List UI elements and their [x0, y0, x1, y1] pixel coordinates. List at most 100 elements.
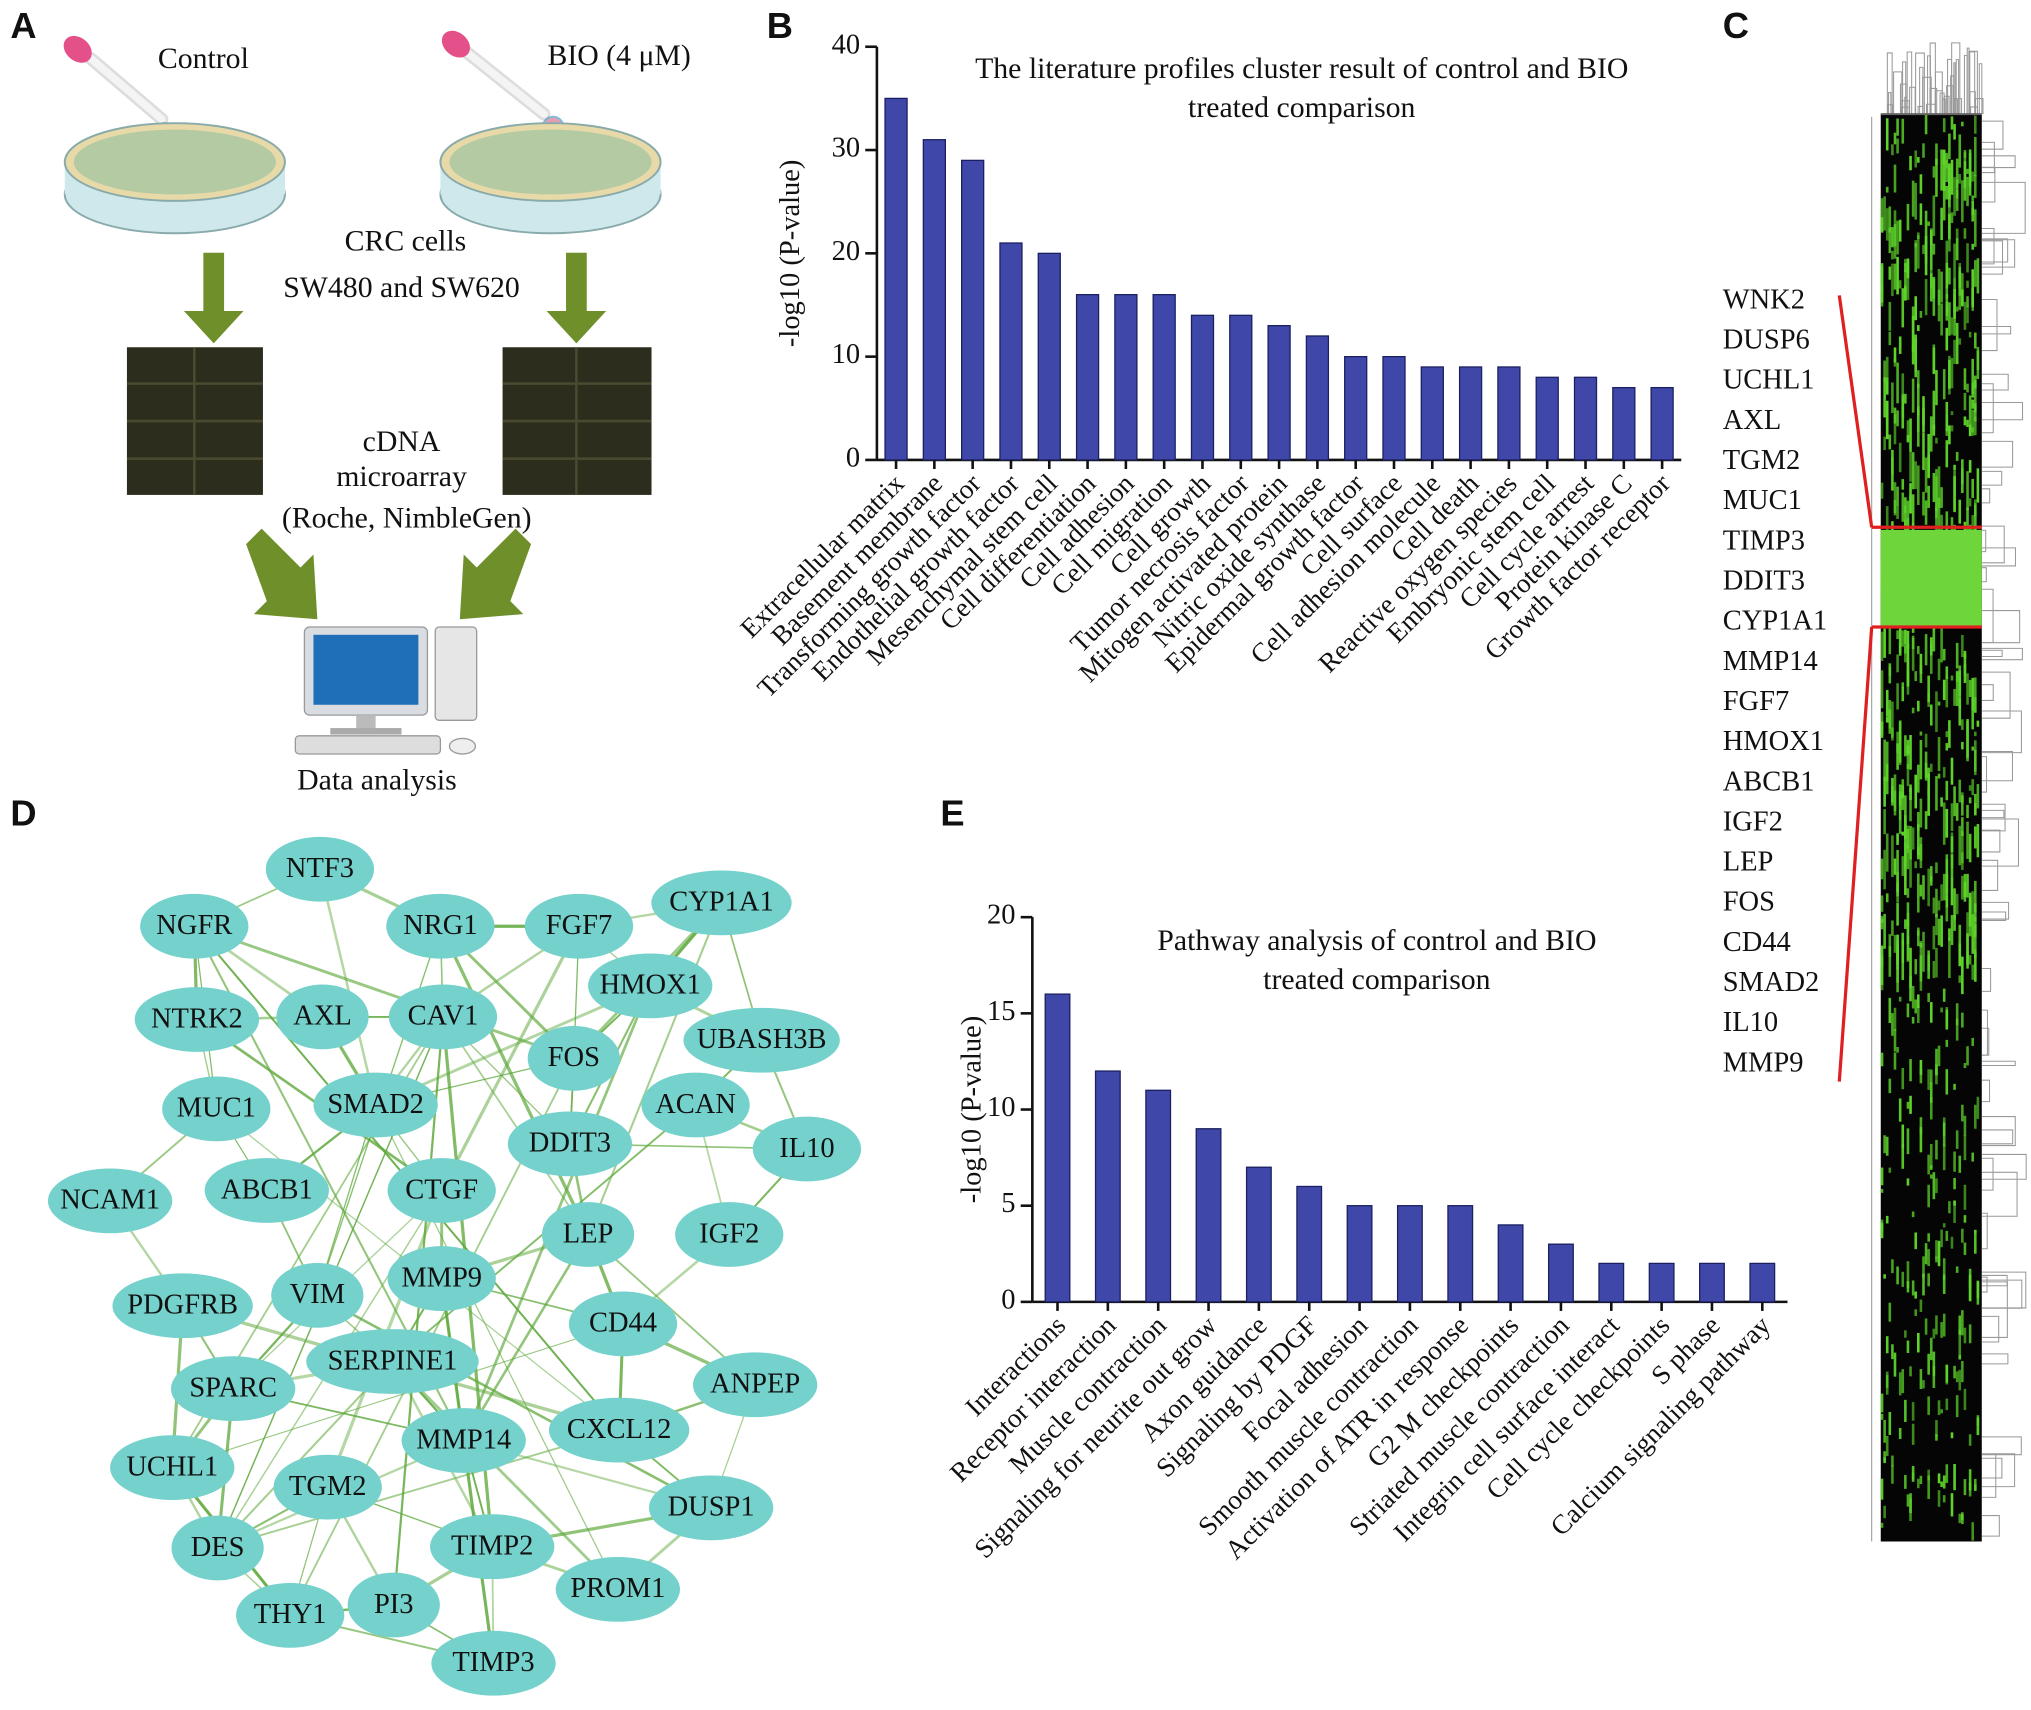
- heatmap-cell: [1974, 1230, 1977, 1254]
- chart-title: treated comparison: [1188, 91, 1416, 124]
- heatmap-cell: [1955, 1003, 1959, 1026]
- heatmap-cell: [1883, 1135, 1886, 1154]
- heatmap-cell: [1976, 258, 1980, 294]
- node-label: TIMP3: [452, 1647, 534, 1678]
- node-shape: [641, 1072, 750, 1138]
- bar: [1296, 1185, 1323, 1303]
- heatmap-cell: [1911, 985, 1915, 1009]
- heatmap-cell: [1901, 856, 1905, 876]
- y-tick-label: 10: [987, 1092, 1015, 1123]
- heatmap-cell: [1953, 476, 1956, 513]
- heatmap-cell: [1896, 220, 1899, 255]
- heatmap-cell: [1963, 650, 1967, 683]
- dendrogram-branch: [1981, 1079, 1991, 1103]
- heatmap-cell: [1935, 143, 1938, 165]
- heatmap-cell: [1917, 1478, 1920, 1489]
- heatmap-cell: [1888, 1302, 1892, 1322]
- dendrogram-branch: [1981, 1436, 2022, 1456]
- heatmap-cell: [1940, 1322, 1943, 1338]
- heatmap-cell: [1883, 739, 1886, 781]
- heatmap-cell: [1971, 698, 1975, 730]
- heatmap-cell: [1901, 1369, 1905, 1394]
- heatmap-cell: [1945, 780, 1949, 801]
- heatmap-cell: [1896, 833, 1899, 845]
- heatmap-cell: [1966, 243, 1969, 273]
- heatmap-cell: [1880, 858, 1884, 880]
- dendrogram-branch: [1981, 1116, 2016, 1147]
- heatmap-cell: [1880, 631, 1884, 661]
- dendrogram: [1871, 42, 2027, 1542]
- node-shape: [651, 870, 792, 936]
- heatmap-cell: [1955, 642, 1959, 669]
- y-tick-label: 20: [987, 900, 1015, 931]
- panel-label: E: [940, 793, 964, 834]
- dendrogram-branch: [1981, 1279, 2023, 1309]
- heatmap-cell: [1888, 227, 1892, 254]
- network-node: TIMP3: [431, 1630, 556, 1696]
- heatmap-cell: [1958, 670, 1962, 697]
- network-node: DES: [171, 1515, 264, 1581]
- heatmap-cell: [1922, 1380, 1925, 1389]
- network-node: CAV1: [388, 984, 498, 1050]
- heatmap-cell: [1935, 888, 1938, 918]
- dendrogram-branch: [1981, 684, 1994, 701]
- y-tick-label: 10: [832, 339, 860, 370]
- heatmap-cell: [1922, 931, 1925, 972]
- heatmap-cell: [1891, 250, 1894, 260]
- heatmap-cell: [1896, 872, 1899, 903]
- dendrogram-branch: [1981, 240, 2004, 275]
- heatmap-cell: [1932, 195, 1936, 236]
- heatmap-cell: [1906, 500, 1910, 539]
- heatmap-cell: [1976, 346, 1980, 371]
- heatmap-cell: [1953, 124, 1956, 140]
- network-edge: [172, 1323, 624, 1469]
- heatmap-cell: [1963, 368, 1967, 390]
- heatmap-cell: [1963, 1184, 1967, 1210]
- heatmap-cell: [1883, 913, 1886, 949]
- heatmap-cell: [1917, 824, 1920, 860]
- label: microarray: [336, 460, 467, 493]
- heatmap-cell: [1929, 1174, 1933, 1179]
- node-label: TIMP2: [451, 1531, 533, 1562]
- heatmap-cell: [1932, 1351, 1936, 1377]
- heatmap-cell: [1901, 118, 1905, 144]
- node-label: NTF3: [286, 853, 354, 884]
- heatmap-cell: [1929, 763, 1933, 772]
- heatmap-cell: [1898, 442, 1902, 473]
- heatmap-cell: [1904, 497, 1907, 538]
- panel-label: D: [10, 793, 36, 834]
- heatmap-cell: [1929, 1337, 1933, 1361]
- dendrogram-branch: [1969, 50, 1978, 115]
- heatmap-cell: [1891, 701, 1894, 741]
- heatmap-cell: [1919, 1117, 1923, 1135]
- heatmap-cell: [1906, 1340, 1910, 1354]
- node-shape: [47, 1168, 173, 1234]
- heatmap-cell: [1942, 180, 1946, 221]
- gene-label: FOS: [1723, 887, 1775, 918]
- node-shape: [313, 1072, 438, 1138]
- heatmap-cell: [1966, 821, 1969, 859]
- node-label: FOS: [548, 1042, 600, 1073]
- dendrogram-branch: [1981, 649, 2003, 658]
- gene-label: ABCB1: [1723, 766, 1815, 797]
- heatmap-cell: [1919, 174, 1923, 194]
- heatmap-cell: [1974, 880, 1977, 913]
- bar: [1114, 294, 1138, 461]
- heatmap-cell: [1906, 658, 1910, 695]
- heatmap-cell: [1955, 306, 1959, 312]
- heatmap-cell: [1932, 960, 1936, 979]
- heatmap-cell: [1974, 677, 1977, 713]
- network-node: CTGF: [387, 1158, 496, 1223]
- heatmap-cell: [1968, 424, 1972, 437]
- heatmap-cell: [1971, 287, 1975, 305]
- network-node: TIMP2: [430, 1514, 555, 1580]
- heatmap-cell: [1883, 436, 1886, 451]
- heatmap-cell: [1935, 1315, 1938, 1335]
- heatmap-cell: [1880, 918, 1884, 930]
- heatmap-cell: [1904, 286, 1907, 301]
- bar: [1396, 1205, 1423, 1303]
- heatmap-cell: [1955, 189, 1959, 211]
- heatmap-cell: [1885, 186, 1889, 193]
- heatmap-cell: [1904, 919, 1907, 929]
- heatmap-cell: [1968, 1280, 1972, 1302]
